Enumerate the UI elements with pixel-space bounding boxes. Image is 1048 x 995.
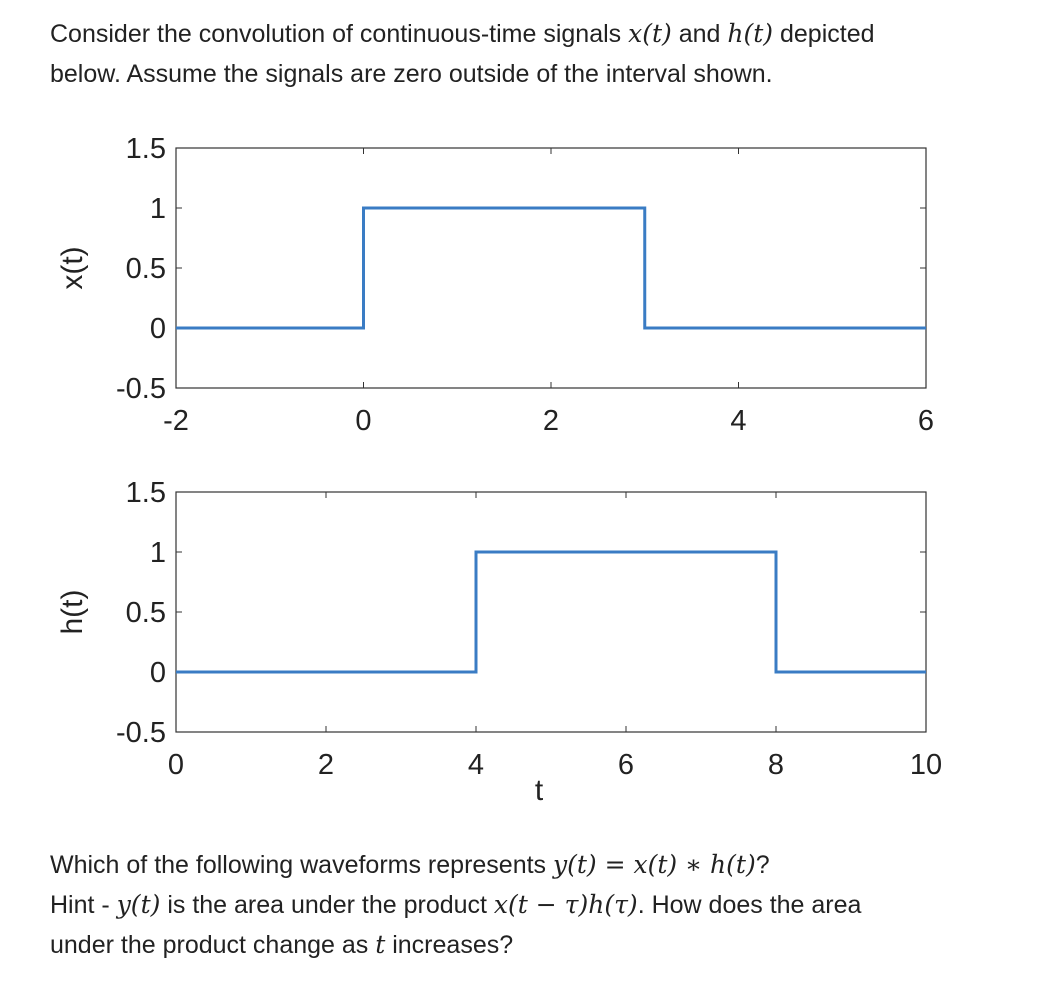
intro-and: and: [671, 20, 728, 48]
plot-frame: [175, 147, 927, 389]
x-tick-label: 0: [355, 405, 371, 437]
hint-text: is the area under the product: [160, 891, 494, 919]
h-signal-chart: 0 2 4 6 8 10-0.500.511.5h(t)t: [56, 477, 942, 807]
convolution-equation: y(t) = x(t) ∗ h(t): [553, 850, 756, 879]
y-tick-label: 1: [150, 537, 166, 569]
y-tick-label: -0.5: [116, 717, 166, 749]
signal-line: [176, 550, 926, 674]
intro-text-2: depicted: [773, 20, 875, 48]
hint-t: t: [375, 930, 386, 959]
y-tick-label: 1.5: [126, 477, 166, 509]
question-text: Which of the following waveforms represe…: [50, 851, 553, 879]
hint-line: Hint - y(t) is the area under the produc…: [50, 885, 1010, 925]
y-axis-label: x(t): [56, 246, 89, 289]
x-tick-label: 6: [618, 749, 634, 781]
intro-text-1: Consider the convolution of continuous-t…: [50, 20, 629, 48]
y-tick-label: -0.5: [116, 373, 166, 405]
x-tick-label: 2: [543, 405, 559, 437]
y-tick-label: 1.5: [126, 133, 166, 165]
signal-plots: -2 0 2 4 6-0.500.511.5x(t) 0 2 4 6 8 10-0.500.511…: [56, 133, 942, 807]
hint-prefix: Hint -: [50, 891, 117, 919]
x-tick-label: 6: [918, 405, 934, 437]
x-axis-label: t: [535, 774, 544, 807]
x-tick-label: 2: [318, 749, 334, 781]
hint-text-3: increases?: [385, 931, 514, 959]
hint-text-2: under the product change as: [50, 931, 376, 959]
hint-text-end: . How does the area: [637, 891, 862, 919]
x-tick-label: 4: [730, 405, 746, 437]
x-tick-label: 8: [768, 749, 784, 781]
x-tick-label: -2: [163, 405, 189, 437]
x-tick-label: 0: [168, 749, 184, 781]
hint-line-2: under the product change as t increases?: [50, 925, 1010, 965]
intro-line-2: below. Assume the signals are zero outsi…: [50, 60, 773, 88]
question-line-1: Which of the following waveforms represe…: [50, 845, 1010, 885]
y-tick-label: 1: [150, 193, 166, 225]
question-paragraph: Which of the following waveforms represe…: [50, 845, 1010, 965]
question-mark: ?: [755, 851, 770, 879]
intro-x-of-t: x(t): [628, 19, 672, 48]
x-tick-label: 4: [468, 749, 484, 781]
hint-y-of-t: y(t): [116, 890, 161, 919]
intro-line-1: Consider the convolution of continuous-t…: [50, 14, 1010, 54]
plot-frame: [175, 491, 927, 733]
signal-line: [176, 206, 926, 330]
y-tick-label: 0: [150, 313, 166, 345]
y-tick-label: 0: [150, 657, 166, 689]
y-axis-label: h(t): [56, 590, 89, 635]
intro-paragraph: Consider the convolution of continuous-t…: [50, 14, 1010, 94]
y-tick-label: 0.5: [126, 253, 166, 285]
x-tick-label: 10: [910, 749, 942, 781]
hint-product: x(t − τ)h(τ): [493, 890, 638, 919]
y-tick-label: 0.5: [126, 597, 166, 629]
intro-h-of-t: h(t): [727, 19, 774, 48]
x-signal-chart: -2 0 2 4 6 -0.5 0 0.5 1 1.5 x(t): [56, 133, 934, 437]
